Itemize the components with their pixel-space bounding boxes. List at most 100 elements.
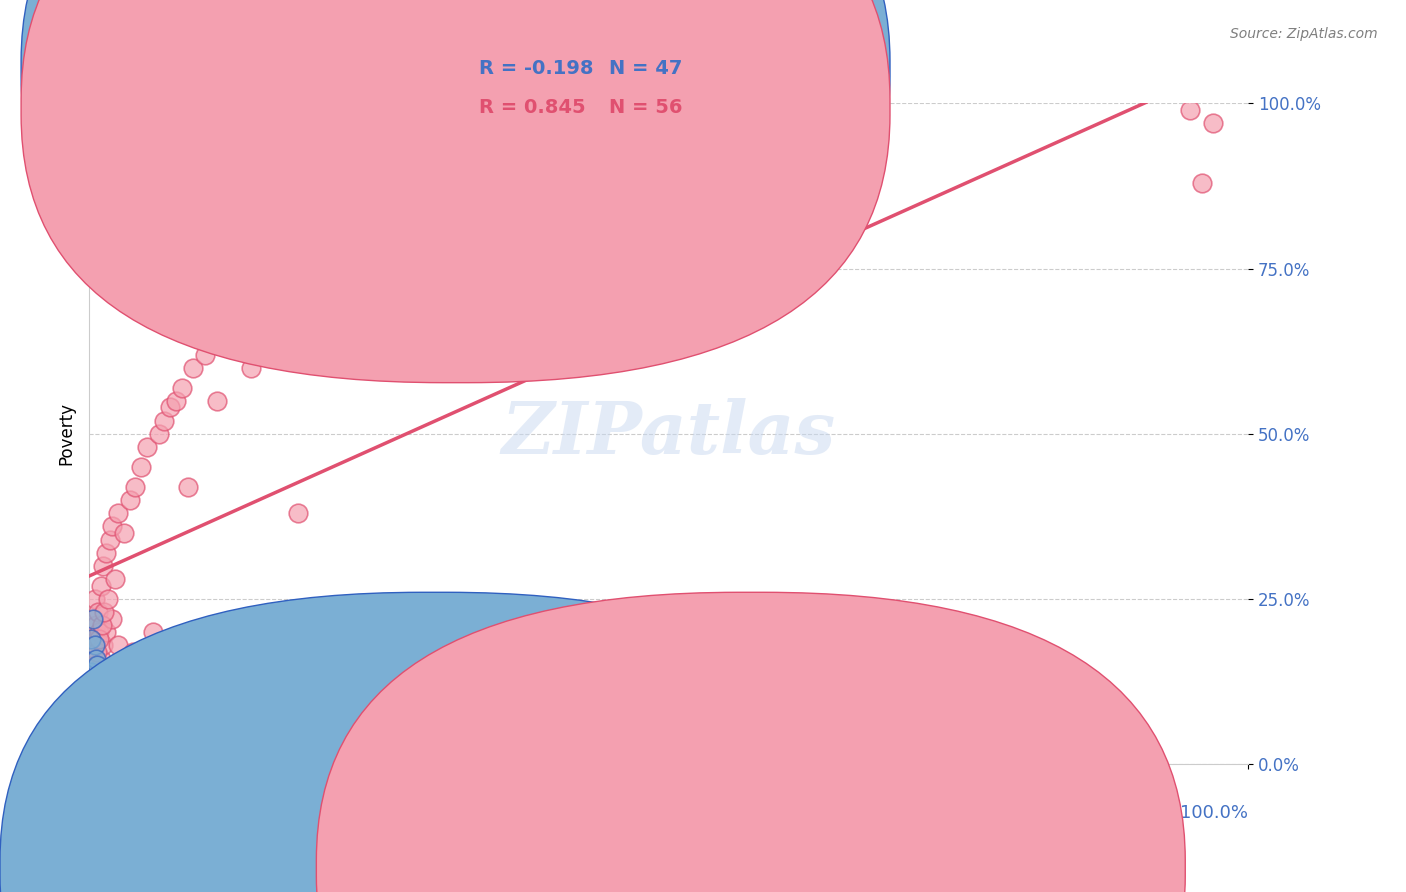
Point xyxy=(274,327,297,342)
Point xyxy=(82,738,104,752)
Point xyxy=(91,559,114,574)
Point xyxy=(80,632,103,646)
Point xyxy=(82,724,104,739)
Point xyxy=(101,612,124,626)
Point xyxy=(84,717,107,731)
Point xyxy=(89,625,111,640)
Point xyxy=(87,665,110,679)
Point xyxy=(84,651,107,665)
Y-axis label: Poverty: Poverty xyxy=(58,402,75,466)
Point xyxy=(82,638,104,652)
Point xyxy=(159,401,181,415)
Point xyxy=(101,519,124,533)
Point xyxy=(101,744,124,758)
Point xyxy=(87,750,110,764)
Point xyxy=(110,658,132,673)
Point xyxy=(96,546,118,560)
Point xyxy=(90,618,112,632)
Point xyxy=(84,678,107,692)
Point xyxy=(118,492,141,507)
Point xyxy=(1202,116,1225,130)
Point xyxy=(194,347,217,361)
Point xyxy=(142,625,165,640)
Point xyxy=(82,671,104,685)
Point xyxy=(80,731,103,745)
Point xyxy=(90,754,112,768)
Point xyxy=(87,605,110,619)
Text: 0.0%: 0.0% xyxy=(89,804,135,822)
Text: 100.0%: 100.0% xyxy=(1180,804,1249,822)
Point xyxy=(82,678,104,692)
Point xyxy=(96,734,118,748)
Point xyxy=(83,740,105,755)
Point xyxy=(94,731,117,745)
Point xyxy=(89,717,111,731)
Point xyxy=(83,612,105,626)
Point xyxy=(176,480,198,494)
Point xyxy=(98,740,121,755)
Point xyxy=(86,645,108,659)
Point xyxy=(100,744,122,758)
Point xyxy=(83,698,105,712)
Point xyxy=(217,327,239,342)
Point xyxy=(98,533,121,547)
Point xyxy=(287,506,309,520)
Text: Ukrainians: Ukrainians xyxy=(842,856,929,874)
Point xyxy=(80,717,103,731)
Point xyxy=(103,747,125,762)
Point xyxy=(153,414,176,428)
Text: N = 56: N = 56 xyxy=(609,97,682,117)
Point xyxy=(83,705,105,719)
Point xyxy=(205,393,228,408)
Point xyxy=(83,727,105,741)
Point xyxy=(1191,176,1213,190)
Point xyxy=(89,711,111,725)
Point xyxy=(89,754,111,768)
Point xyxy=(118,744,141,758)
Point xyxy=(83,658,105,673)
Point xyxy=(86,750,108,764)
Text: ZIPatlas: ZIPatlas xyxy=(502,399,835,469)
Point xyxy=(83,724,105,739)
Point xyxy=(83,731,105,745)
Point xyxy=(89,632,111,646)
Point xyxy=(80,658,103,673)
Point xyxy=(183,360,205,375)
Point xyxy=(124,480,146,494)
Point xyxy=(252,294,274,309)
Point xyxy=(122,645,145,659)
Point xyxy=(86,711,108,725)
Point xyxy=(83,744,105,758)
Point xyxy=(97,592,120,607)
Text: R = -0.198: R = -0.198 xyxy=(479,59,593,78)
Point xyxy=(91,727,114,741)
Point xyxy=(86,632,108,646)
Point xyxy=(240,360,263,375)
Point xyxy=(87,705,110,719)
Point xyxy=(80,665,103,679)
Point xyxy=(90,579,112,593)
Point xyxy=(170,380,193,394)
Point xyxy=(1178,103,1201,117)
Point xyxy=(93,731,115,745)
Point xyxy=(107,638,129,652)
Point xyxy=(103,572,125,586)
Text: N = 47: N = 47 xyxy=(609,59,682,78)
Point xyxy=(80,691,103,706)
Text: Immigrants from Costa Rica: Immigrants from Costa Rica xyxy=(474,856,707,874)
Point xyxy=(107,506,129,520)
Point xyxy=(129,459,152,474)
Point xyxy=(101,754,124,768)
Point xyxy=(148,426,170,441)
Point xyxy=(86,658,108,673)
Point xyxy=(83,691,105,706)
Point xyxy=(165,393,187,408)
Point xyxy=(84,618,107,632)
Point xyxy=(97,738,120,752)
Point xyxy=(97,738,120,752)
Text: Source: ZipAtlas.com: Source: ZipAtlas.com xyxy=(1230,27,1378,41)
Point xyxy=(87,711,110,725)
Point xyxy=(82,721,104,735)
Point xyxy=(83,638,105,652)
Point xyxy=(91,754,114,768)
